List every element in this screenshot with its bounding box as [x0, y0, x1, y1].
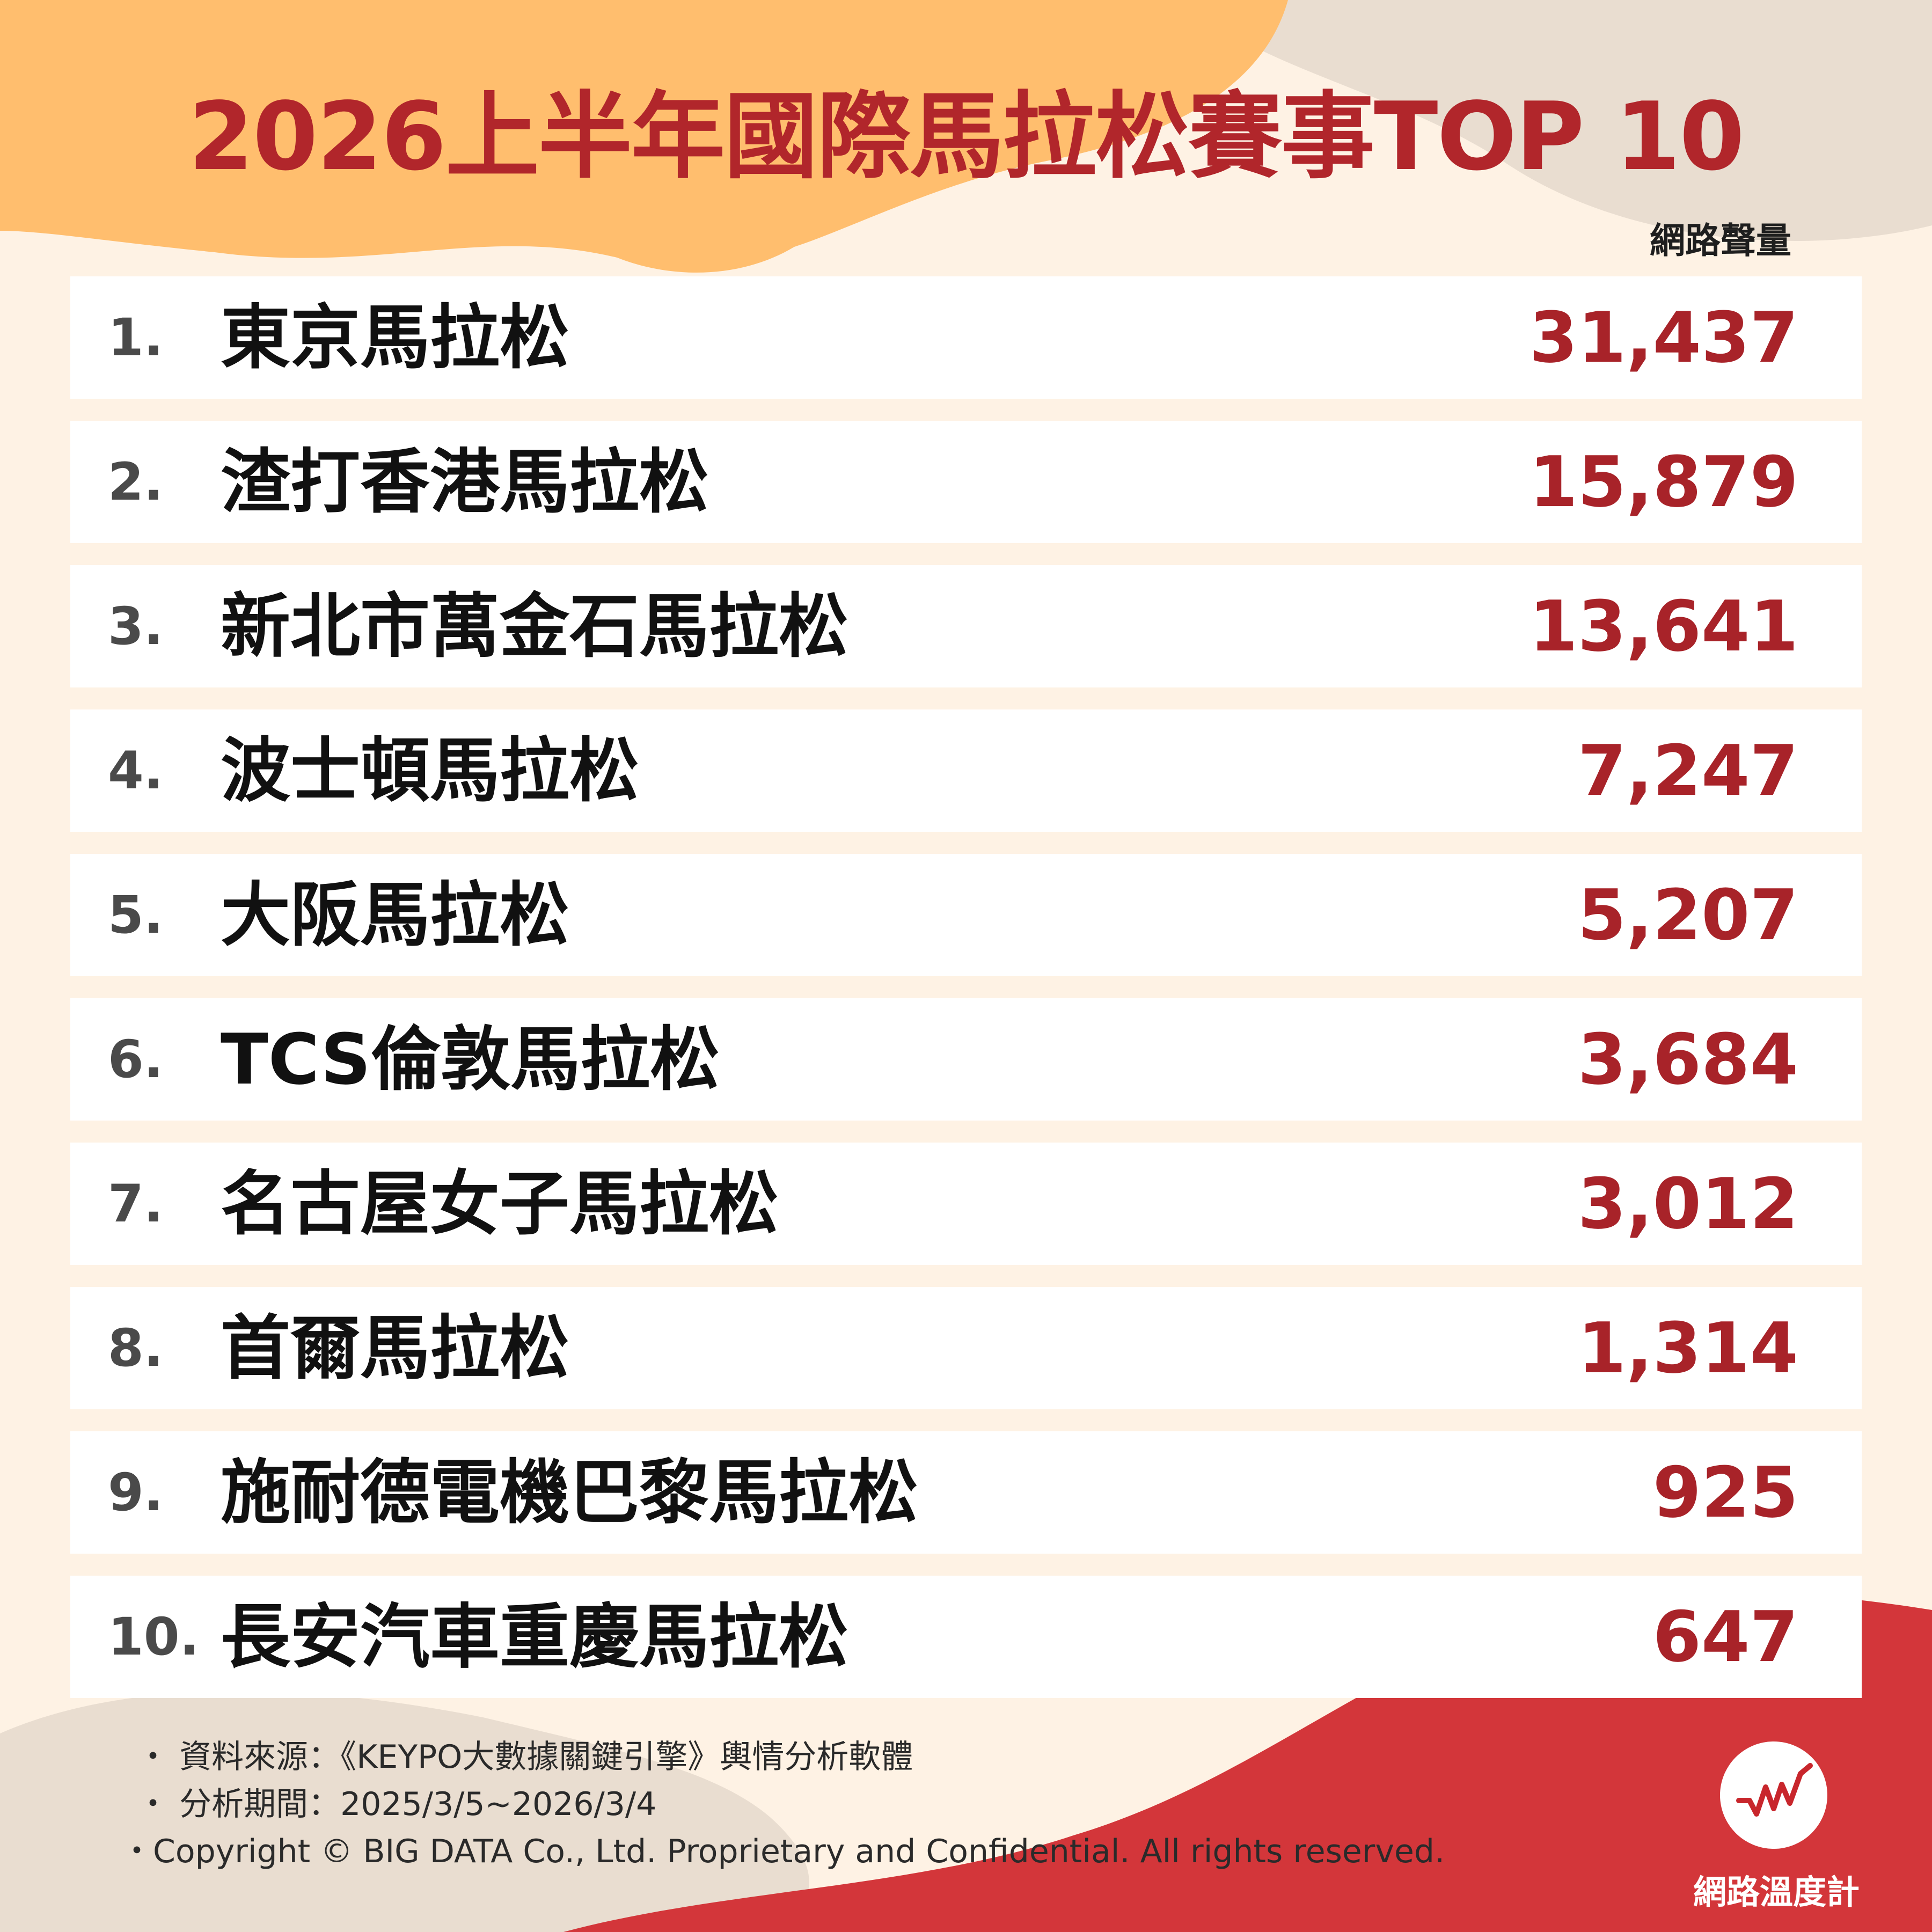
- table-row: 5. 大阪馬拉松 5,207: [70, 854, 1862, 976]
- rank-label: 10.: [108, 1607, 200, 1667]
- table-row: 1. 東京馬拉松 31,437: [70, 276, 1862, 399]
- volume-value: 15,879: [1529, 441, 1798, 523]
- note-copyright: ・Copyright © BIG DATA Co., Ltd. Propriet…: [121, 1833, 1445, 1870]
- table-row: 4. 波士頓馬拉松 7,247: [70, 709, 1862, 832]
- rank-label: 8.: [108, 1318, 164, 1378]
- volume-value: 3,684: [1577, 1019, 1798, 1100]
- trend-line-icon: [1736, 1763, 1813, 1817]
- volume-value: 7,247: [1577, 730, 1798, 811]
- event-name: 新北市萬金石馬拉松: [221, 586, 849, 667]
- note-analysis-period: ・ 分析期間：2025/3/5~2026/3/4: [137, 1785, 657, 1823]
- event-name: TCS倫敦馬拉松: [221, 1019, 720, 1100]
- brand-logo: 網路溫度計: [1693, 1741, 1860, 1913]
- page-title: 2026上半年國際馬拉松賽事TOP 10: [188, 83, 1745, 192]
- table-row: 2. 渣打香港馬拉松 15,879: [70, 421, 1862, 543]
- event-name: 施耐德電機巴黎馬拉松: [221, 1452, 919, 1533]
- volume-value: 31,437: [1529, 297, 1798, 378]
- ranking-table: 1. 東京馬拉松 31,437 2. 渣打香港馬拉松 15,879 3. 新北市…: [70, 276, 1862, 1720]
- column-header-volume: 網路聲量: [1650, 220, 1791, 261]
- volume-value: 647: [1652, 1596, 1798, 1678]
- table-row: 8. 首爾馬拉松 1,314: [70, 1287, 1862, 1409]
- table-row: 6. TCS倫敦馬拉松 3,684: [70, 998, 1862, 1121]
- event-name: 波士頓馬拉松: [221, 730, 640, 811]
- rank-label: 1.: [108, 308, 164, 368]
- logo-text: 網路溫度計: [1693, 1872, 1860, 1912]
- footnotes: ・ 資料來源：《KEYPO大數據關鍵引擎》輿情分析軟體 ・ 分析期間：2025/…: [121, 1733, 1445, 1875]
- volume-value: 925: [1652, 1452, 1798, 1533]
- rank-label: 2.: [108, 452, 164, 512]
- logo-badge: [1720, 1741, 1827, 1849]
- volume-value: 3,012: [1577, 1163, 1798, 1245]
- rank-label: 3.: [108, 596, 164, 656]
- beige-blob-top-right: [1181, 0, 1932, 241]
- table-row: 7. 名古屋女子馬拉松 3,012: [70, 1143, 1862, 1265]
- rank-label: 5.: [108, 885, 164, 945]
- event-name: 渣打香港馬拉松: [221, 441, 709, 523]
- volume-value: 13,641: [1529, 586, 1798, 667]
- event-name: 名古屋女子馬拉松: [221, 1163, 779, 1245]
- event-name: 東京馬拉松: [221, 297, 570, 378]
- event-name: 大阪馬拉松: [221, 874, 570, 956]
- orange-blob-top: [0, 0, 1288, 273]
- rank-label: 9.: [108, 1462, 164, 1523]
- rank-label: 7.: [108, 1174, 164, 1234]
- volume-value: 1,314: [1577, 1307, 1798, 1389]
- rank-label: 4.: [108, 741, 164, 801]
- event-name: 長安汽車重慶馬拉松: [221, 1596, 849, 1678]
- event-name: 首爾馬拉松: [221, 1307, 570, 1389]
- note-data-source: ・ 資料來源：《KEYPO大數據關鍵引擎》輿情分析軟體: [137, 1738, 913, 1776]
- rank-label: 6.: [108, 1029, 164, 1089]
- table-row: 10. 長安汽車重慶馬拉松 647: [70, 1576, 1862, 1698]
- beige-blob-bottom-left: [0, 1691, 809, 1932]
- table-row: 3. 新北市萬金石馬拉松 13,641: [70, 565, 1862, 687]
- volume-value: 5,207: [1577, 874, 1798, 956]
- table-row: 9. 施耐德電機巴黎馬拉松 925: [70, 1431, 1862, 1554]
